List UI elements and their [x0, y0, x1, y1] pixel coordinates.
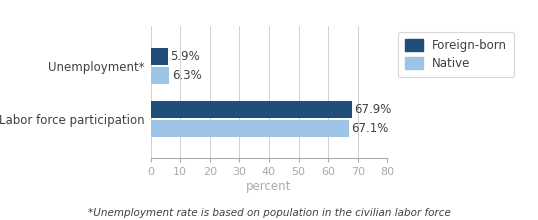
X-axis label: percent: percent [246, 180, 292, 193]
Bar [151, 120, 349, 137]
Bar [151, 101, 351, 118]
Text: 6.3%: 6.3% [172, 69, 201, 82]
Bar [151, 67, 169, 84]
Legend: Foreign-born, Native: Foreign-born, Native [398, 32, 514, 77]
Text: 67.9%: 67.9% [354, 103, 391, 116]
Text: *Unemployment rate is based on population in the civilian labor force: *Unemployment rate is based on populatio… [88, 208, 450, 218]
Bar [151, 48, 168, 65]
Text: 5.9%: 5.9% [171, 50, 200, 63]
Text: 67.1%: 67.1% [351, 122, 389, 135]
